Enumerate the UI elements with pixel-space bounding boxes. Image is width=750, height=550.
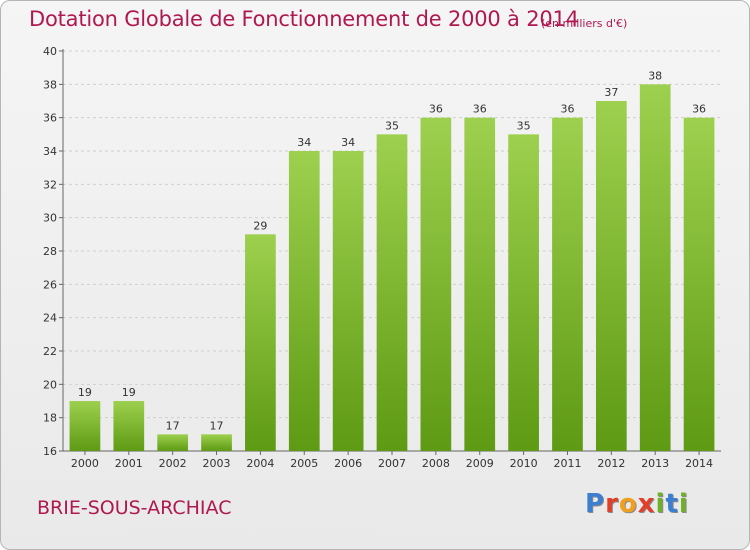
chart-title: Dotation Globale de Fonctionnement de 20… [29, 7, 579, 31]
data-label: 17 [210, 419, 224, 432]
bar [245, 234, 276, 451]
y-tick-label: 28 [43, 245, 57, 258]
data-label: 34 [297, 136, 311, 149]
y-tick-label: 22 [43, 345, 57, 358]
x-tick-label: 2000 [71, 457, 99, 470]
bar [595, 101, 627, 451]
x-tick-label: 2008 [422, 457, 450, 470]
data-label: 36 [692, 103, 706, 116]
data-label: 29 [253, 219, 267, 232]
x-tick-label: 2004 [246, 457, 274, 470]
bar [69, 401, 101, 451]
y-tick-label: 16 [43, 445, 57, 458]
x-tick-label: 2002 [159, 457, 187, 470]
logo-letter: P [585, 489, 606, 519]
y-tick-label: 18 [43, 412, 57, 425]
data-label: 36 [560, 103, 574, 116]
y-tick-label: 32 [43, 178, 57, 191]
logo-letter: i [655, 489, 666, 519]
bar [639, 84, 671, 451]
data-label: 17 [166, 419, 180, 432]
x-tick-label: 2014 [685, 457, 713, 470]
unit-label: (en milliers d'€) [541, 17, 628, 30]
data-label: 37 [604, 86, 618, 99]
data-label: 36 [473, 103, 487, 116]
logo-letter: t [665, 489, 679, 519]
bar [332, 151, 364, 451]
logo-letter: r [605, 489, 619, 519]
x-tick-label: 2013 [641, 457, 669, 470]
data-label: 35 [517, 119, 531, 132]
bar [157, 434, 189, 451]
y-tick-label: 38 [43, 78, 57, 91]
bar [113, 401, 145, 451]
bar [464, 117, 496, 452]
bar [683, 117, 715, 452]
data-label: 35 [385, 119, 399, 132]
x-tick-label: 2012 [597, 457, 625, 470]
data-label: 19 [78, 386, 92, 399]
x-tick-label: 2003 [203, 457, 231, 470]
bar [376, 134, 408, 452]
bar [420, 117, 452, 452]
logo-letter: o [618, 489, 638, 519]
x-tick-label: 2006 [334, 457, 362, 470]
x-tick-label: 2009 [466, 457, 494, 470]
x-tick-label: 2010 [510, 457, 538, 470]
x-tick-label: 2011 [553, 457, 581, 470]
bar [508, 134, 539, 452]
logo-letter: i [678, 489, 689, 519]
logo-letter: x [637, 489, 656, 519]
bar [201, 434, 232, 451]
y-tick-label: 30 [43, 212, 57, 225]
proxiti-logo: Proxiti [585, 489, 689, 519]
bar [288, 151, 320, 451]
data-label: 19 [122, 386, 136, 399]
data-label: 38 [648, 69, 662, 82]
data-label: 36 [429, 103, 443, 116]
y-tick-label: 24 [43, 312, 57, 325]
x-tick-label: 2007 [378, 457, 406, 470]
y-tick-label: 26 [43, 278, 57, 291]
data-label: 34 [341, 136, 355, 149]
y-tick-label: 20 [43, 378, 57, 391]
bar [552, 117, 583, 452]
commune-name: BRIE-SOUS-ARCHIAC [37, 497, 232, 519]
y-tick-label: 40 [43, 45, 57, 58]
x-tick-label: 2001 [115, 457, 143, 470]
x-tick-label: 2005 [290, 457, 318, 470]
y-tick-label: 36 [43, 112, 57, 125]
y-tick-label: 34 [43, 145, 57, 158]
